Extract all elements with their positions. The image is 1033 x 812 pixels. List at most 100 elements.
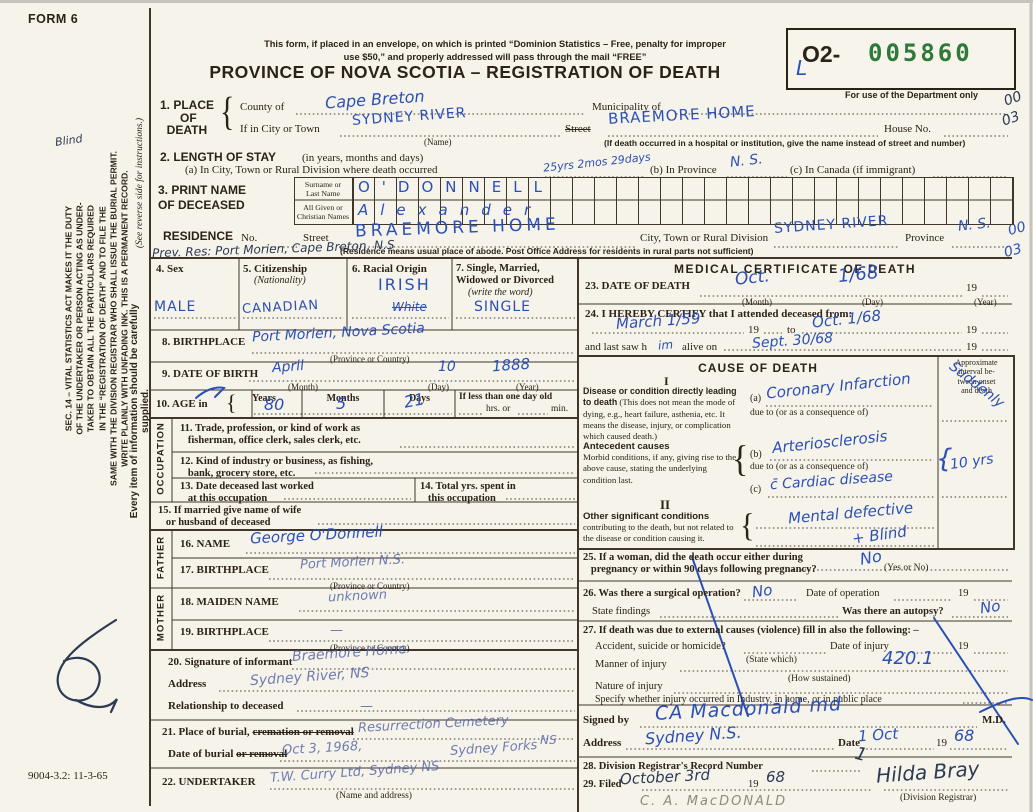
- handwritten-dob-month: April: [271, 357, 305, 377]
- sidebar-sec14-notice: SEC. 14 – VITAL STATISTICS ACT MAKES IT …: [63, 151, 130, 486]
- dob-year-sub: (Year): [516, 382, 539, 392]
- sidebar-reverse-note: (See reverse side for instructions.): [135, 117, 145, 249]
- handwritten-residence-province: N. S.: [957, 215, 992, 235]
- handwritten-marital-status: SINGLE: [474, 299, 531, 315]
- injury-date-label: Date of injury: [830, 641, 889, 652]
- signed-19: 19: [936, 737, 947, 749]
- cause-c-label: (c): [750, 484, 762, 495]
- age-years-label: Years: [252, 393, 276, 404]
- page-title: PROVINCE OF NOVA SCOTIA – REGISTRATION O…: [209, 62, 721, 82]
- burial-date-label-struck: or removal: [236, 748, 288, 760]
- handwritten-stay-b: N. S.: [729, 151, 764, 171]
- disease-paragraph: Disease or condition directly leading to…: [583, 386, 745, 442]
- undertaker-sub: (Name and address): [336, 791, 412, 801]
- attended-to-19: 19: [966, 324, 977, 336]
- age-hrs-label: hrs. or: [486, 404, 511, 414]
- last-seen-19: 19: [966, 341, 977, 353]
- death-year-sub: (Year): [974, 297, 997, 307]
- operation-label: 26. Was there a surgical operation?: [583, 588, 741, 599]
- brace-place: {: [220, 89, 235, 134]
- handwritten-sex: MALE: [154, 299, 197, 315]
- md-label: M.D.: [982, 714, 1006, 726]
- marital-status-label: 7. Single, Married, Widowed or Divorced: [456, 263, 555, 287]
- date-of-death-label: 23. DATE OF DEATH: [585, 280, 690, 292]
- residence-street-label: Street: [303, 232, 329, 244]
- findings-label: State findings: [592, 606, 651, 617]
- mother-birthplace-label: 19. BIRTHPLACE: [180, 626, 269, 638]
- handwritten-signed-date: 1 Oct: [857, 724, 899, 746]
- nature-label: Nature of injury: [595, 681, 663, 692]
- industry-label: 12. Kind of industry or business, as fis…: [180, 456, 373, 480]
- handwritten-stamp-mark: L: [796, 56, 808, 80]
- filed-label: 29. Filed: [583, 779, 622, 790]
- length-of-stay-sub: (in years, months and days): [302, 152, 424, 164]
- sex-label: 4. Sex: [156, 263, 184, 275]
- death-year-19: 19: [966, 282, 977, 294]
- father-name-label: 16. NAME: [180, 538, 231, 550]
- age-less-label: If less than one day old: [459, 392, 553, 402]
- stamp-caption: For use of the Department only: [845, 90, 979, 100]
- disease-paragraph-bold: Disease or condition directly leading to…: [583, 386, 737, 408]
- cause-b-due-label: due to (or as a consequence of): [750, 462, 869, 472]
- last-worked-label: 13. Date deceased last worked at this oc…: [180, 481, 314, 505]
- father-birthplace-label: 17. BIRTHPLACE: [180, 564, 269, 576]
- other-conditions-bold: Other significant conditions: [583, 511, 710, 522]
- residence-province-label: Province: [905, 232, 945, 244]
- age-label: 10. AGE in: [156, 398, 208, 410]
- city-town-label: If in City or Town: [240, 123, 320, 135]
- signed-by-label: Signed by: [583, 714, 630, 726]
- total-years-label: 14. Total yrs. spent in this occupation: [420, 481, 516, 505]
- handwritten-dob-day: 10: [438, 359, 456, 375]
- medical-certificate-header: MEDICAL CERTIFICATE OF DEATH: [674, 262, 916, 276]
- accident-sub: (State which): [746, 655, 797, 665]
- maiden-name-label: 18. MAIDEN NAME: [180, 596, 279, 608]
- burial-date-label-text: Date of burial: [168, 748, 234, 760]
- mother-birthplace-sub: (Province or Country): [330, 643, 410, 653]
- handwritten-given-names: Alexander: [358, 201, 543, 219]
- cause-a-label: (a): [750, 393, 762, 404]
- marital-status-sub: (write the word): [468, 287, 533, 298]
- handwritten-pregnancy: No: [858, 546, 884, 569]
- dob-label: 9. DATE OF BIRTH: [162, 368, 259, 380]
- attended-to-label: to: [787, 324, 796, 336]
- burial-date-label: Date of burial or removal: [168, 748, 287, 761]
- racial-origin-label: 6. Racial Origin: [352, 263, 427, 275]
- birthplace-label: 8. BIRTHPLACE: [162, 336, 246, 348]
- antecedent-rest: Morbid conditions, if any, giving rise t…: [583, 452, 737, 485]
- stay-b-label: (b) In Province: [650, 164, 717, 176]
- registration-number-stamp: 005860: [868, 39, 973, 67]
- antecedent-bold: Antecedent causes: [583, 441, 670, 452]
- sidebar-supply-note: Every item of information should be care…: [129, 303, 151, 519]
- attended-from-19: 19: [748, 324, 759, 336]
- brace-antecedent: {: [732, 439, 749, 480]
- undertaker-label: 22. UNDERTAKER: [162, 776, 256, 788]
- handwritten-death-day: 1/68: [836, 261, 880, 288]
- interval-header: Approximate interval be- tween onset and…: [955, 358, 998, 396]
- dob-month-sub: (Month): [288, 382, 318, 392]
- print-name-label: 3. PRINT NAME OF DECEASED: [158, 183, 247, 212]
- roman-two: II: [660, 497, 671, 512]
- cause-of-death-header: CAUSE OF DEATH: [698, 361, 818, 375]
- county-label: County of: [240, 101, 285, 113]
- handwritten-code: 420.1: [882, 648, 934, 669]
- handwritten-pencil-name: C. A. MacDONALD: [640, 794, 788, 809]
- informant-label: 20. Signature of informant: [168, 656, 293, 668]
- municipality-label: Municipality of: [592, 101, 661, 113]
- handwritten-burial-date: Oct 3, 1968,: [281, 738, 363, 759]
- handwritten-interval-brace: {: [936, 444, 953, 474]
- citizenship-label: 5. Citizenship: [243, 263, 308, 275]
- mother-section-label: MOTHER: [155, 593, 167, 642]
- handwritten-death-month: Oct.: [733, 266, 771, 290]
- form-number: FORM 6: [28, 12, 79, 26]
- autopsy-label: Was there an autopsy?: [842, 606, 944, 617]
- handwritten-surname: O'DONNELL: [358, 178, 554, 196]
- print-code: 9004-3.2: 11-3-65: [28, 770, 108, 782]
- relationship-label: Relationship to deceased: [168, 700, 284, 712]
- injury-19: 19: [958, 641, 969, 652]
- mailing-note: This form, if placed in an envelope, on …: [264, 39, 726, 63]
- handwritten-racial-origin: IRISH: [378, 275, 431, 294]
- external-causes-label: 27. If death was due to external causes …: [583, 625, 919, 636]
- operation-date-label: Date of operation: [806, 588, 880, 599]
- pregnancy-sub: (Yes or No): [884, 563, 929, 573]
